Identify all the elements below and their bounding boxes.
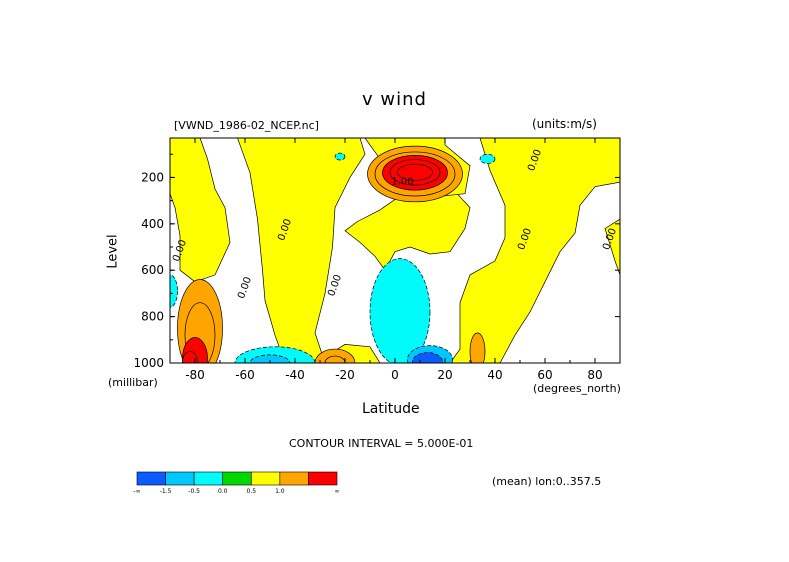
colorbar-swatch-5	[279, 471, 309, 486]
x-tick-label-0: -80	[185, 368, 205, 382]
contour-region-8	[369, 258, 431, 363]
y-axis-units: (millibar)	[108, 376, 158, 389]
x-tick-label-8: 80	[587, 368, 602, 382]
colorbar-label-0: -1.5	[160, 488, 172, 495]
colorbar-swatch-3	[222, 471, 252, 486]
contour-region-19	[182, 351, 198, 363]
contour-region-22	[469, 332, 486, 363]
x-axis-units: (degrees_north)	[533, 382, 621, 395]
colorbar-swatch-2	[193, 471, 224, 486]
contour-region-15	[334, 152, 346, 161]
x-tick-label-3: -20	[335, 368, 355, 382]
x-axis-label: Latitude	[362, 401, 420, 417]
colorbar-label-max: ∞	[335, 488, 340, 495]
mean-label: (mean) lon:0..357.5	[492, 475, 602, 488]
contour-region-14	[479, 153, 496, 164]
contour-region-1	[170, 138, 231, 283]
y-tick-label-3: 800	[141, 310, 164, 324]
colorbar-swatch-0	[136, 471, 166, 486]
x-tick-label-6: 40	[487, 368, 502, 382]
contour-region-3	[344, 186, 471, 271]
colorbar-label-1: -0.5	[188, 488, 200, 495]
y-tick-label-4: 1000	[133, 356, 164, 370]
y-axis-ticks: 200 400 600 800 1000	[133, 153, 620, 370]
y-axis-label: Level	[105, 234, 121, 269]
x-tick-label-2: -40	[285, 368, 305, 382]
contour-region-2	[237, 138, 366, 363]
chart-title: v wind	[362, 89, 427, 110]
colorbar-swatch-4	[250, 471, 281, 486]
y-tick-label-2: 600	[141, 263, 164, 277]
x-tick-label-4: 0	[391, 368, 399, 382]
contour-label-4: 1.00	[391, 176, 413, 187]
contour-fills	[170, 138, 620, 363]
y-tick-label-1: 400	[141, 217, 164, 231]
contour-region-5	[449, 138, 620, 363]
contour-label-3: 0.00	[326, 273, 344, 298]
colorbar-label-min: -∞	[133, 488, 140, 495]
contour-region-6	[604, 218, 620, 276]
colorbar-swatch-1	[165, 471, 195, 486]
x-tick-label-1: -60	[235, 368, 255, 382]
x-axis-ticks: -80 -60 -40 -20 0 20 40 60 80	[169, 138, 621, 382]
colorbar-swatch-6	[308, 471, 338, 486]
colorbar-label-4: 1.0	[275, 488, 285, 495]
contour-label-1: 0.00	[236, 276, 254, 301]
colorbar-label-2: 0.0	[218, 488, 228, 495]
contour-region-13	[170, 274, 178, 308]
file-label: [VWND_1986-02_NCEP.nc]	[174, 119, 319, 132]
colorbar: -∞ -1.5 -0.5 0.0 0.5 1.0 ∞	[133, 471, 340, 495]
contour-region-27	[397, 163, 433, 181]
colorbar-label-3: 0.5	[247, 488, 257, 495]
x-tick-label-7: 60	[537, 368, 552, 382]
x-tick-label-5: 20	[437, 368, 452, 382]
contour-interval-label: CONTOUR INTERVAL = 5.000E-01	[289, 437, 474, 450]
y-tick-label-0: 200	[141, 170, 164, 184]
units-label: (units:m/s)	[532, 117, 597, 131]
